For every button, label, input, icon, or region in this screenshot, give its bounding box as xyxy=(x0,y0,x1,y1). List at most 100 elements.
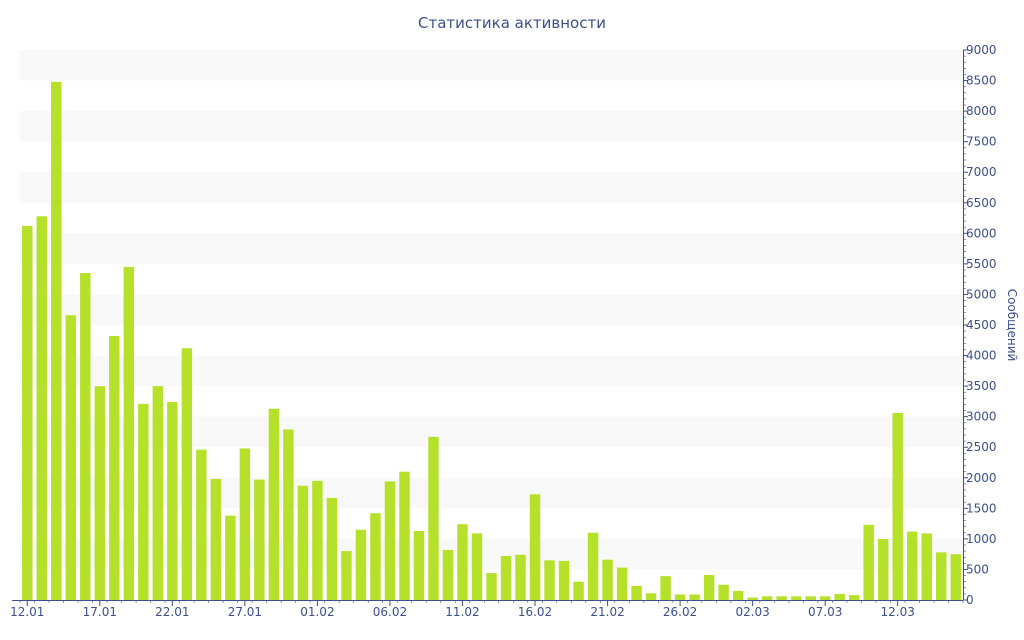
y-tick-label: 1500 xyxy=(966,501,997,515)
bar-series xyxy=(22,81,961,601)
axes xyxy=(12,49,968,606)
bar xyxy=(834,593,845,600)
grid-band xyxy=(20,172,963,203)
bar xyxy=(921,533,932,600)
y-tick-label: 0 xyxy=(966,593,974,607)
bar xyxy=(645,593,657,600)
bar xyxy=(123,266,135,600)
y-tick-label: 5500 xyxy=(966,257,997,271)
bar xyxy=(718,584,729,600)
bar xyxy=(471,533,483,600)
bar xyxy=(863,524,874,600)
bar xyxy=(776,596,787,600)
bar xyxy=(181,348,193,600)
bar xyxy=(94,386,106,600)
bar xyxy=(341,551,352,600)
y-tick-label: 4500 xyxy=(966,318,997,332)
bar xyxy=(109,336,120,600)
x-tick-label: 16.02 xyxy=(518,605,552,619)
y-tick-label: 8500 xyxy=(966,74,997,88)
bar xyxy=(819,596,831,600)
bar xyxy=(457,524,468,600)
x-tick-label: 21.02 xyxy=(590,605,624,619)
bar xyxy=(268,408,280,600)
y-tick-label: 2500 xyxy=(966,440,997,454)
y-tick-label: 8000 xyxy=(966,104,997,118)
y-tick-label: 2000 xyxy=(966,471,997,485)
y-tick-label: 5000 xyxy=(966,287,997,301)
bar xyxy=(892,413,903,600)
x-tick-label: 26.02 xyxy=(663,605,697,619)
bar xyxy=(674,594,686,600)
bar xyxy=(355,529,367,600)
y-tick-label: 7500 xyxy=(966,135,997,149)
bar xyxy=(312,480,323,600)
chart-title: Статистика активности xyxy=(418,14,606,32)
bar xyxy=(370,513,381,600)
bar xyxy=(196,449,207,600)
y-tick-label: 1000 xyxy=(966,532,997,546)
bar xyxy=(790,596,802,600)
bar xyxy=(36,216,47,600)
x-tick-label: 06.02 xyxy=(373,605,407,619)
grid-band xyxy=(20,111,963,142)
bar xyxy=(254,479,265,600)
bar xyxy=(80,273,91,600)
x-tick-label: 17.01 xyxy=(83,605,117,619)
y-tick-label: 3500 xyxy=(966,379,997,393)
bar xyxy=(152,386,164,600)
y-tick-label: 6000 xyxy=(966,226,997,240)
bar xyxy=(703,574,715,600)
bar xyxy=(413,530,425,600)
bar xyxy=(573,581,584,600)
bar xyxy=(631,585,642,600)
y-tick-label: 9000 xyxy=(966,43,997,57)
bar xyxy=(384,481,396,600)
y-tick-label: 500 xyxy=(966,562,989,576)
bar xyxy=(587,532,599,600)
x-tick-label: 02.03 xyxy=(735,605,769,619)
x-tick-label: 11.02 xyxy=(445,605,479,619)
x-tick-label: 27.01 xyxy=(228,605,262,619)
bar xyxy=(515,554,526,600)
bar xyxy=(500,556,512,600)
bar xyxy=(558,560,570,600)
bar xyxy=(51,81,62,601)
bar xyxy=(689,594,700,600)
x-tick-label: 22.01 xyxy=(155,605,189,619)
bar xyxy=(761,596,773,600)
y-tick-label: 3000 xyxy=(966,410,997,424)
y-tick-label: 4000 xyxy=(966,349,997,363)
bar xyxy=(936,552,947,600)
bar xyxy=(65,315,76,600)
bar xyxy=(399,471,410,600)
bar xyxy=(848,595,860,600)
bar xyxy=(602,559,613,600)
y-axis-title: Сообщений xyxy=(1005,289,1019,362)
bar xyxy=(747,597,758,600)
bar xyxy=(225,515,236,600)
bar xyxy=(297,485,309,600)
bar xyxy=(877,538,889,600)
bar xyxy=(283,429,294,600)
bar xyxy=(428,436,439,600)
bar xyxy=(616,567,628,600)
bar xyxy=(805,596,816,600)
bar xyxy=(529,494,541,600)
y-tick-label: 6500 xyxy=(966,196,997,210)
bar xyxy=(210,479,222,600)
x-tick-labels: 12.01 17.01 22.01 27.01 01.02 06.02 11.02 16.02… xyxy=(10,605,915,619)
bar xyxy=(544,560,555,600)
bar xyxy=(167,402,178,600)
bar xyxy=(138,403,149,600)
bar xyxy=(950,554,961,600)
bar xyxy=(442,549,454,600)
y-tick-label: 7000 xyxy=(966,165,997,179)
bar xyxy=(326,497,338,600)
bar xyxy=(660,576,671,600)
x-tick-label: 12.01 xyxy=(10,605,44,619)
bar xyxy=(22,226,33,600)
bar xyxy=(732,590,744,600)
